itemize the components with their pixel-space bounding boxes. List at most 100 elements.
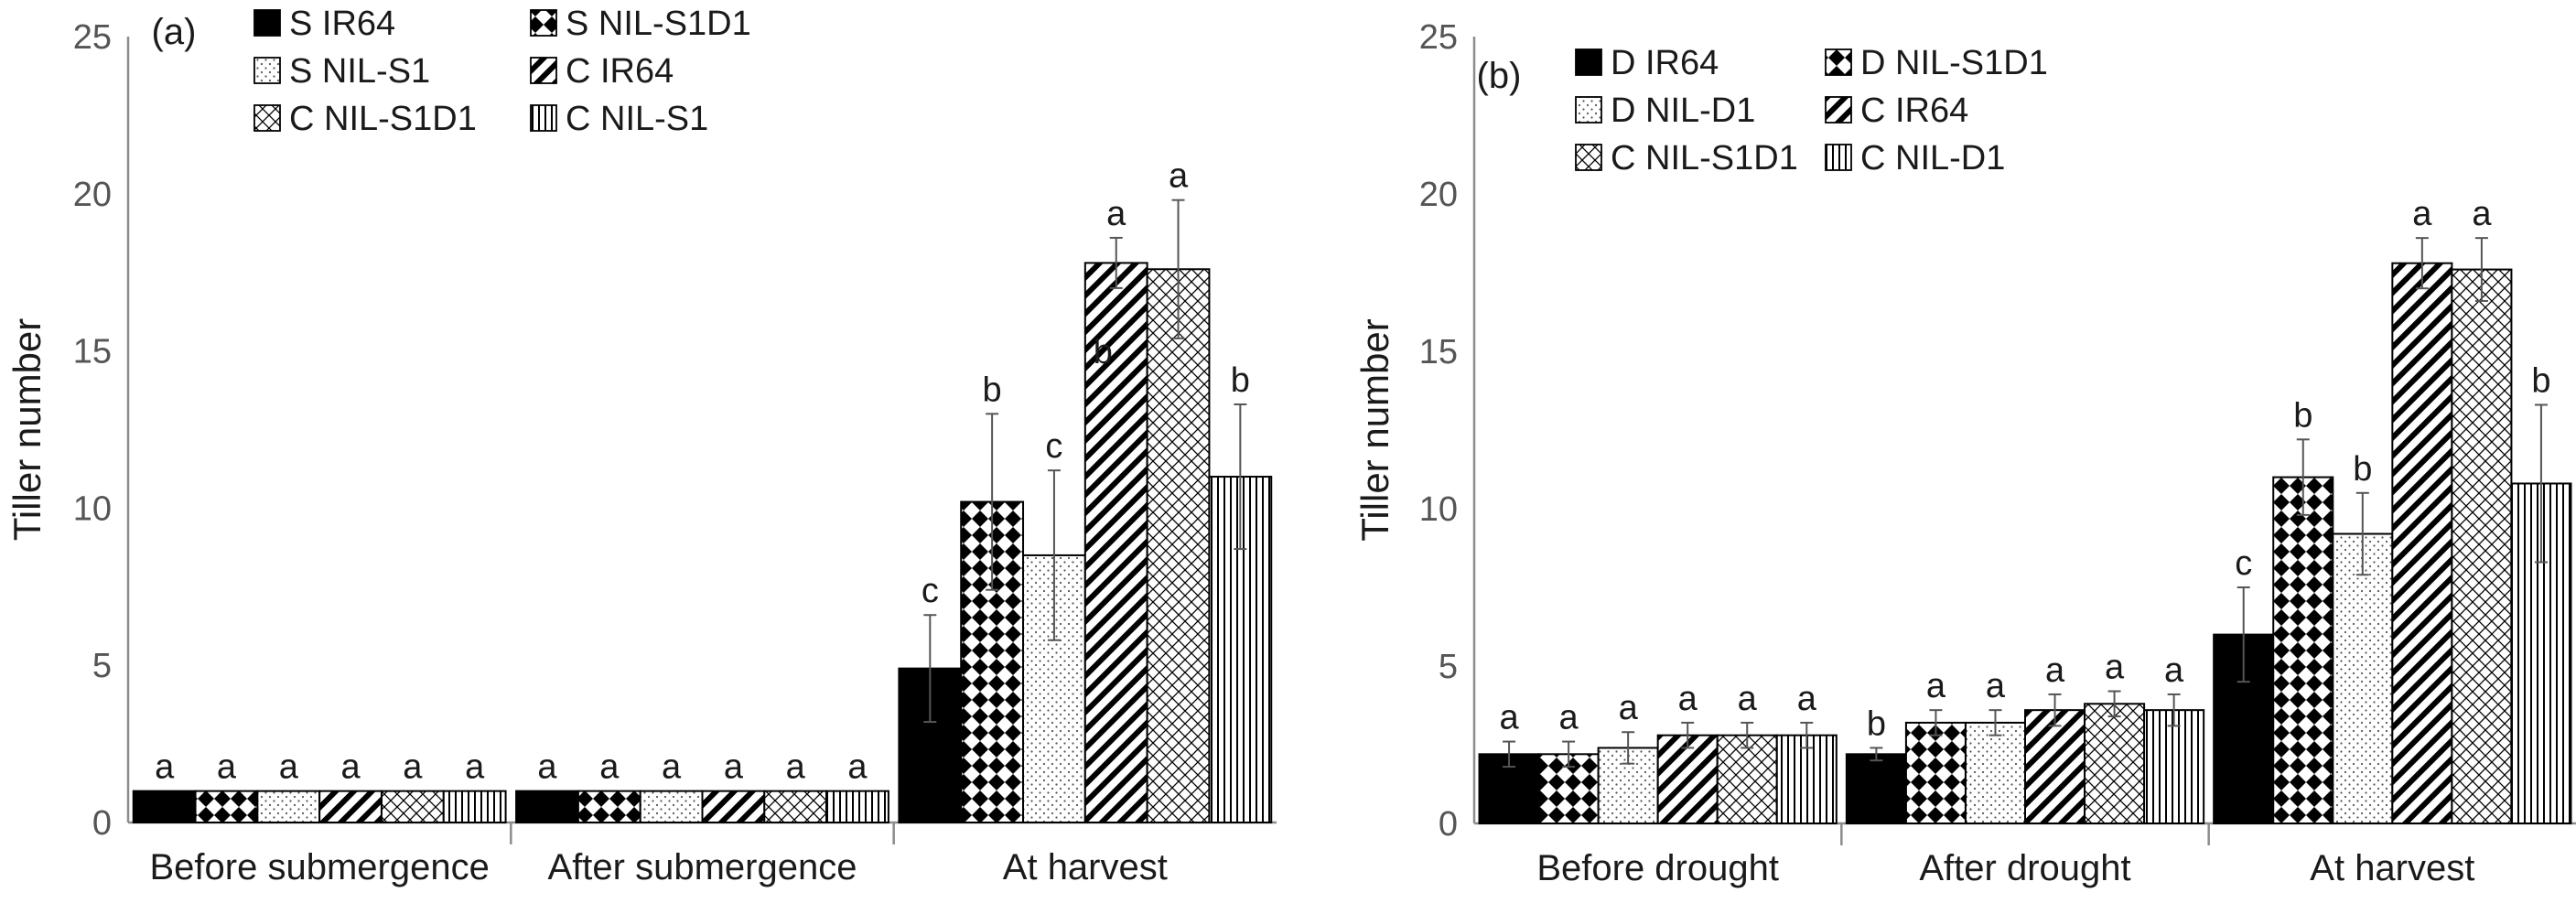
y-axis-title: Tiller number	[5, 318, 49, 542]
bar	[2272, 476, 2334, 824]
significance-label: b	[1094, 333, 1113, 371]
significance-label: a	[847, 748, 868, 787]
bar	[194, 790, 259, 824]
bar	[1904, 721, 1967, 824]
bar	[2391, 262, 2453, 824]
y-tick-label: 25	[1419, 18, 1458, 57]
category-label: Before submergence	[150, 847, 490, 887]
category-label: After drought	[1919, 848, 2130, 888]
significance-label: a	[155, 748, 175, 787]
significance-label: a	[1499, 699, 1519, 737]
bar	[2143, 709, 2205, 824]
significance-label: a	[599, 748, 620, 787]
legend-label: C NIL-S1D1	[1611, 139, 1798, 177]
significance-label: a	[279, 748, 299, 787]
bar	[1845, 753, 1907, 825]
legend-label: C IR64	[1860, 91, 1968, 130]
bar	[639, 790, 704, 824]
significance-label: a	[662, 748, 682, 787]
y-tick-label: 20	[1419, 176, 1458, 214]
bar	[701, 790, 766, 824]
bar	[442, 790, 507, 824]
significance-label: b	[2353, 450, 2372, 489]
y-tick-label: 15	[1419, 333, 1458, 371]
significance-label: a	[2164, 651, 2184, 690]
bar	[2024, 709, 2086, 824]
legend-swatch	[1575, 144, 1602, 171]
legend-label: S NIL-S1D1	[566, 5, 751, 43]
bar	[380, 790, 445, 824]
significance-label: b	[1867, 704, 1886, 743]
bar	[1022, 554, 1086, 823]
significance-label: a	[465, 748, 485, 787]
panel-b: 0 5 10 15 20 25 Tiller number (b) Before drought…	[1353, 18, 2576, 888]
legend-swatch	[530, 104, 557, 132]
bar	[577, 790, 641, 824]
y-tick-label: 10	[1419, 490, 1458, 529]
bar	[318, 790, 383, 824]
significance-label: a	[1738, 680, 1758, 718]
significance-label: b	[2531, 361, 2550, 400]
legend-swatch	[253, 9, 281, 37]
significance-label: a	[403, 748, 423, 787]
legend-label: D NIL-D1	[1611, 91, 1755, 130]
bar	[1716, 734, 1778, 824]
legend-label: D IR64	[1611, 44, 1719, 82]
legend-label: C NIL-D1	[1860, 139, 2005, 177]
bar	[2451, 268, 2513, 824]
significance-label: a	[1106, 195, 1126, 233]
significance-label: b	[1231, 361, 1250, 400]
panel-a: 0 5 10 15 20 25 Tiller number (a) Before submerg…	[5, 5, 1277, 887]
panel-tag: (b)	[1477, 56, 1522, 96]
significance-label: a	[2045, 651, 2065, 690]
significance-label: a	[1797, 680, 1817, 718]
legend-swatch	[1825, 48, 1852, 76]
y-tick-label: 5	[92, 647, 112, 685]
legend-swatch	[1575, 96, 1602, 124]
legend-swatch	[253, 57, 281, 84]
bar	[763, 790, 828, 824]
legend-label: S IR64	[289, 5, 395, 43]
category-label: Before drought	[1536, 848, 1779, 888]
significance-label: a	[724, 748, 744, 787]
y-tick-label: 20	[73, 176, 112, 214]
significance-label: a	[217, 748, 237, 787]
y-tick-label: 5	[1439, 648, 1458, 686]
legend-label: C NIL-S1D1	[289, 100, 477, 138]
significance-label: a	[1926, 667, 1946, 705]
legend-label: D NIL-S1D1	[1860, 44, 2048, 82]
legend-swatch	[1825, 96, 1852, 124]
significance-label: a	[1619, 689, 1639, 727]
bar	[515, 790, 579, 824]
panel-tag: (a)	[152, 12, 197, 52]
significance-label: a	[537, 748, 557, 787]
significance-label: a	[1678, 680, 1698, 718]
legend-label: C IR64	[566, 52, 674, 91]
significance-label: a	[786, 748, 806, 787]
significance-label: a	[1559, 699, 1579, 737]
legend-label: S NIL-S1	[289, 52, 430, 91]
bar	[132, 790, 197, 824]
bar	[1964, 721, 2026, 824]
y-axis-title: Tiller number	[1353, 318, 1396, 542]
significance-label: a	[1986, 667, 2006, 705]
legend-swatch	[1825, 144, 1852, 171]
significance-label: c	[2235, 544, 2252, 583]
y-tick-label: 0	[1439, 805, 1458, 844]
bar	[1775, 734, 1838, 824]
significance-label: a	[2105, 649, 2125, 687]
legend-swatch	[1575, 48, 1602, 76]
bar	[2332, 532, 2394, 825]
significance-label: b	[2293, 396, 2312, 435]
category-label: At harvest	[1003, 847, 1168, 887]
significance-label: b	[983, 371, 1002, 409]
significance-label: a	[340, 748, 361, 787]
significance-label: a	[2472, 195, 2492, 233]
significance-label: a	[2412, 195, 2432, 233]
bar	[1083, 262, 1148, 823]
legend-swatch	[530, 9, 557, 37]
bar	[2084, 703, 2146, 825]
legend-swatch	[530, 57, 557, 84]
y-tick-label: 25	[73, 18, 112, 57]
